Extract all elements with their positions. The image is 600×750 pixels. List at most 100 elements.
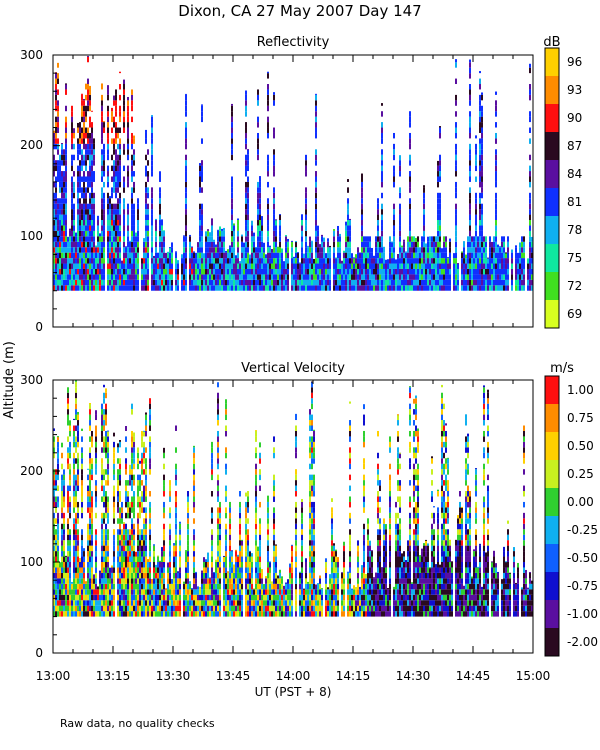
heatmap-cell <box>95 485 97 492</box>
heatmap-cell <box>287 279 289 286</box>
heatmap-cell <box>63 274 65 280</box>
heatmap-cell <box>127 507 129 513</box>
heatmap-cell <box>107 562 109 568</box>
heatmap-cell <box>101 274 103 280</box>
heatmap-cell <box>87 279 89 286</box>
heatmap-cell <box>319 263 321 269</box>
heatmap-cell <box>349 236 351 242</box>
heatmap-cell <box>199 589 201 595</box>
heatmap-cell <box>283 261 285 264</box>
heatmap-cell <box>71 138 73 144</box>
heatmap-cell <box>255 258 257 264</box>
heatmap-cell <box>115 225 117 231</box>
heatmap-cell <box>67 447 69 453</box>
heatmap-cell <box>425 247 427 253</box>
heatmap-cell <box>53 501 55 508</box>
heatmap-cell <box>119 247 121 253</box>
heatmap-cell <box>247 230 249 237</box>
heatmap-cell <box>261 285 263 291</box>
heatmap-cell <box>95 534 97 541</box>
heatmap-cell <box>441 268 443 275</box>
heatmap-cell <box>231 105 233 112</box>
heatmap-cell <box>409 203 411 210</box>
heatmap-cell <box>75 540 77 546</box>
heatmap-cell <box>55 192 57 199</box>
heatmap-cell <box>295 268 297 275</box>
heatmap-cell <box>485 247 487 253</box>
heatmap-cell <box>115 252 117 259</box>
heatmap-cell <box>269 247 271 253</box>
heatmap-cell <box>361 225 363 231</box>
heatmap-cell <box>515 285 517 291</box>
heatmap-cell <box>469 94 471 101</box>
heatmap-cell <box>79 279 81 286</box>
heatmap-cell <box>59 181 61 188</box>
heatmap-cell <box>411 268 413 275</box>
heatmap-cell <box>81 600 83 606</box>
heatmap-cell <box>87 252 89 259</box>
heatmap-cell <box>91 458 93 464</box>
heatmap-cell <box>79 203 81 210</box>
heatmap-cell <box>201 600 203 606</box>
heatmap-cell <box>79 567 81 573</box>
heatmap-cell <box>183 247 185 253</box>
heatmap-cell <box>77 441 79 448</box>
heatmap-cell <box>253 285 255 291</box>
heatmap-cell <box>507 252 509 259</box>
heatmap-cell <box>479 220 481 226</box>
heatmap-cell <box>131 209 133 215</box>
heatmap-cell <box>57 209 59 215</box>
heatmap-cell <box>305 198 307 204</box>
heatmap-cell <box>439 247 441 253</box>
heatmap-cell <box>417 268 419 275</box>
heatmap-cell <box>479 181 481 188</box>
heatmap-cell <box>159 241 161 248</box>
heatmap-cell <box>479 94 481 101</box>
heatmap-cell <box>413 263 415 269</box>
heatmap-cell <box>151 149 153 155</box>
heatmap-cell <box>55 263 57 269</box>
heatmap-cell <box>191 268 193 275</box>
heatmap-cell <box>89 230 91 237</box>
heatmap-cell <box>81 274 83 280</box>
heatmap-cell <box>387 263 389 269</box>
heatmap-cell <box>119 540 121 546</box>
heatmap-cell <box>237 225 239 231</box>
heatmap-cell <box>297 274 299 280</box>
heatmap-cell <box>163 447 165 453</box>
heatmap-cell <box>187 534 189 541</box>
heatmap-cell <box>235 274 237 280</box>
heatmap-cell <box>59 600 61 606</box>
heatmap-cell <box>275 279 277 286</box>
heatmap-cell <box>131 452 133 459</box>
heatmap-cell <box>345 285 347 291</box>
heatmap-cell <box>63 181 65 188</box>
heatmap-cell <box>107 480 109 486</box>
heatmap-cell <box>353 285 355 291</box>
heatmap-cell <box>87 529 89 535</box>
heatmap-cell <box>297 285 299 291</box>
heatmap-cell <box>133 447 135 453</box>
heatmap-cell <box>185 111 187 117</box>
heatmap-cell <box>499 274 501 280</box>
heatmap-cell <box>59 154 61 161</box>
heatmap-cell <box>155 279 157 286</box>
heatmap-cell <box>493 279 495 286</box>
heatmap-cell <box>193 534 195 541</box>
heatmap-cell <box>115 258 117 264</box>
heatmap-cell <box>503 241 505 248</box>
heatmap-cell <box>457 263 459 269</box>
heatmap-cell <box>75 392 77 399</box>
heatmap-cell <box>203 258 205 264</box>
heatmap-cell <box>395 274 397 280</box>
heatmap-cell <box>201 589 203 595</box>
heatmap-cell <box>217 268 219 275</box>
heatmap-cell <box>455 143 457 150</box>
heatmap-cell <box>59 605 61 612</box>
heatmap-cell <box>117 241 119 248</box>
heatmap-cell <box>425 243 427 248</box>
heatmap-cell <box>101 430 103 437</box>
heatmap-cell <box>69 572 71 579</box>
heatmap-cell <box>105 414 107 421</box>
heatmap-cell <box>119 589 121 595</box>
